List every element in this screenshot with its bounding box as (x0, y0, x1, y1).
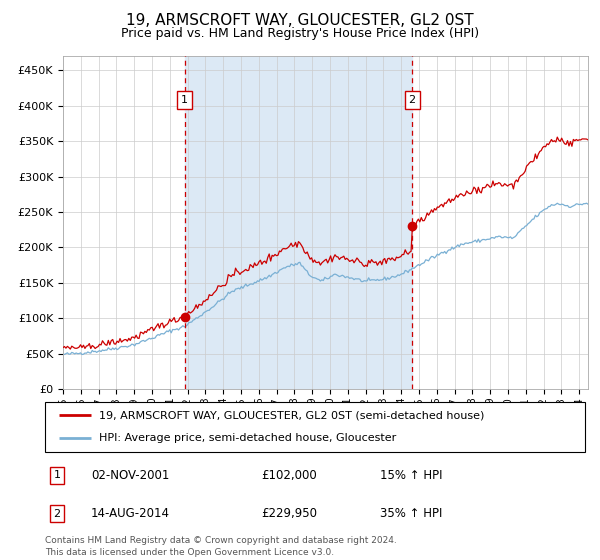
Text: Price paid vs. HM Land Registry's House Price Index (HPI): Price paid vs. HM Land Registry's House … (121, 27, 479, 40)
Text: 14-AUG-2014: 14-AUG-2014 (91, 507, 170, 520)
Text: 1: 1 (181, 95, 188, 105)
Bar (185, 56, 412, 389)
Text: This data is licensed under the Open Government Licence v3.0.: This data is licensed under the Open Gov… (45, 548, 334, 557)
Text: 2: 2 (53, 509, 61, 519)
Text: Contains HM Land Registry data © Crown copyright and database right 2024.: Contains HM Land Registry data © Crown c… (45, 536, 397, 545)
Text: £229,950: £229,950 (261, 507, 317, 520)
Text: 19, ARMSCROFT WAY, GLOUCESTER, GL2 0ST: 19, ARMSCROFT WAY, GLOUCESTER, GL2 0ST (126, 13, 474, 29)
Text: 1: 1 (53, 470, 61, 480)
Text: 19, ARMSCROFT WAY, GLOUCESTER, GL2 0ST (semi-detached house): 19, ARMSCROFT WAY, GLOUCESTER, GL2 0ST (… (99, 410, 484, 420)
Text: 2: 2 (409, 95, 416, 105)
FancyBboxPatch shape (45, 402, 585, 452)
Text: 15% ↑ HPI: 15% ↑ HPI (380, 469, 442, 482)
Text: 35% ↑ HPI: 35% ↑ HPI (380, 507, 442, 520)
Text: £102,000: £102,000 (261, 469, 317, 482)
Text: 02-NOV-2001: 02-NOV-2001 (91, 469, 169, 482)
Text: HPI: Average price, semi-detached house, Gloucester: HPI: Average price, semi-detached house,… (99, 433, 396, 444)
